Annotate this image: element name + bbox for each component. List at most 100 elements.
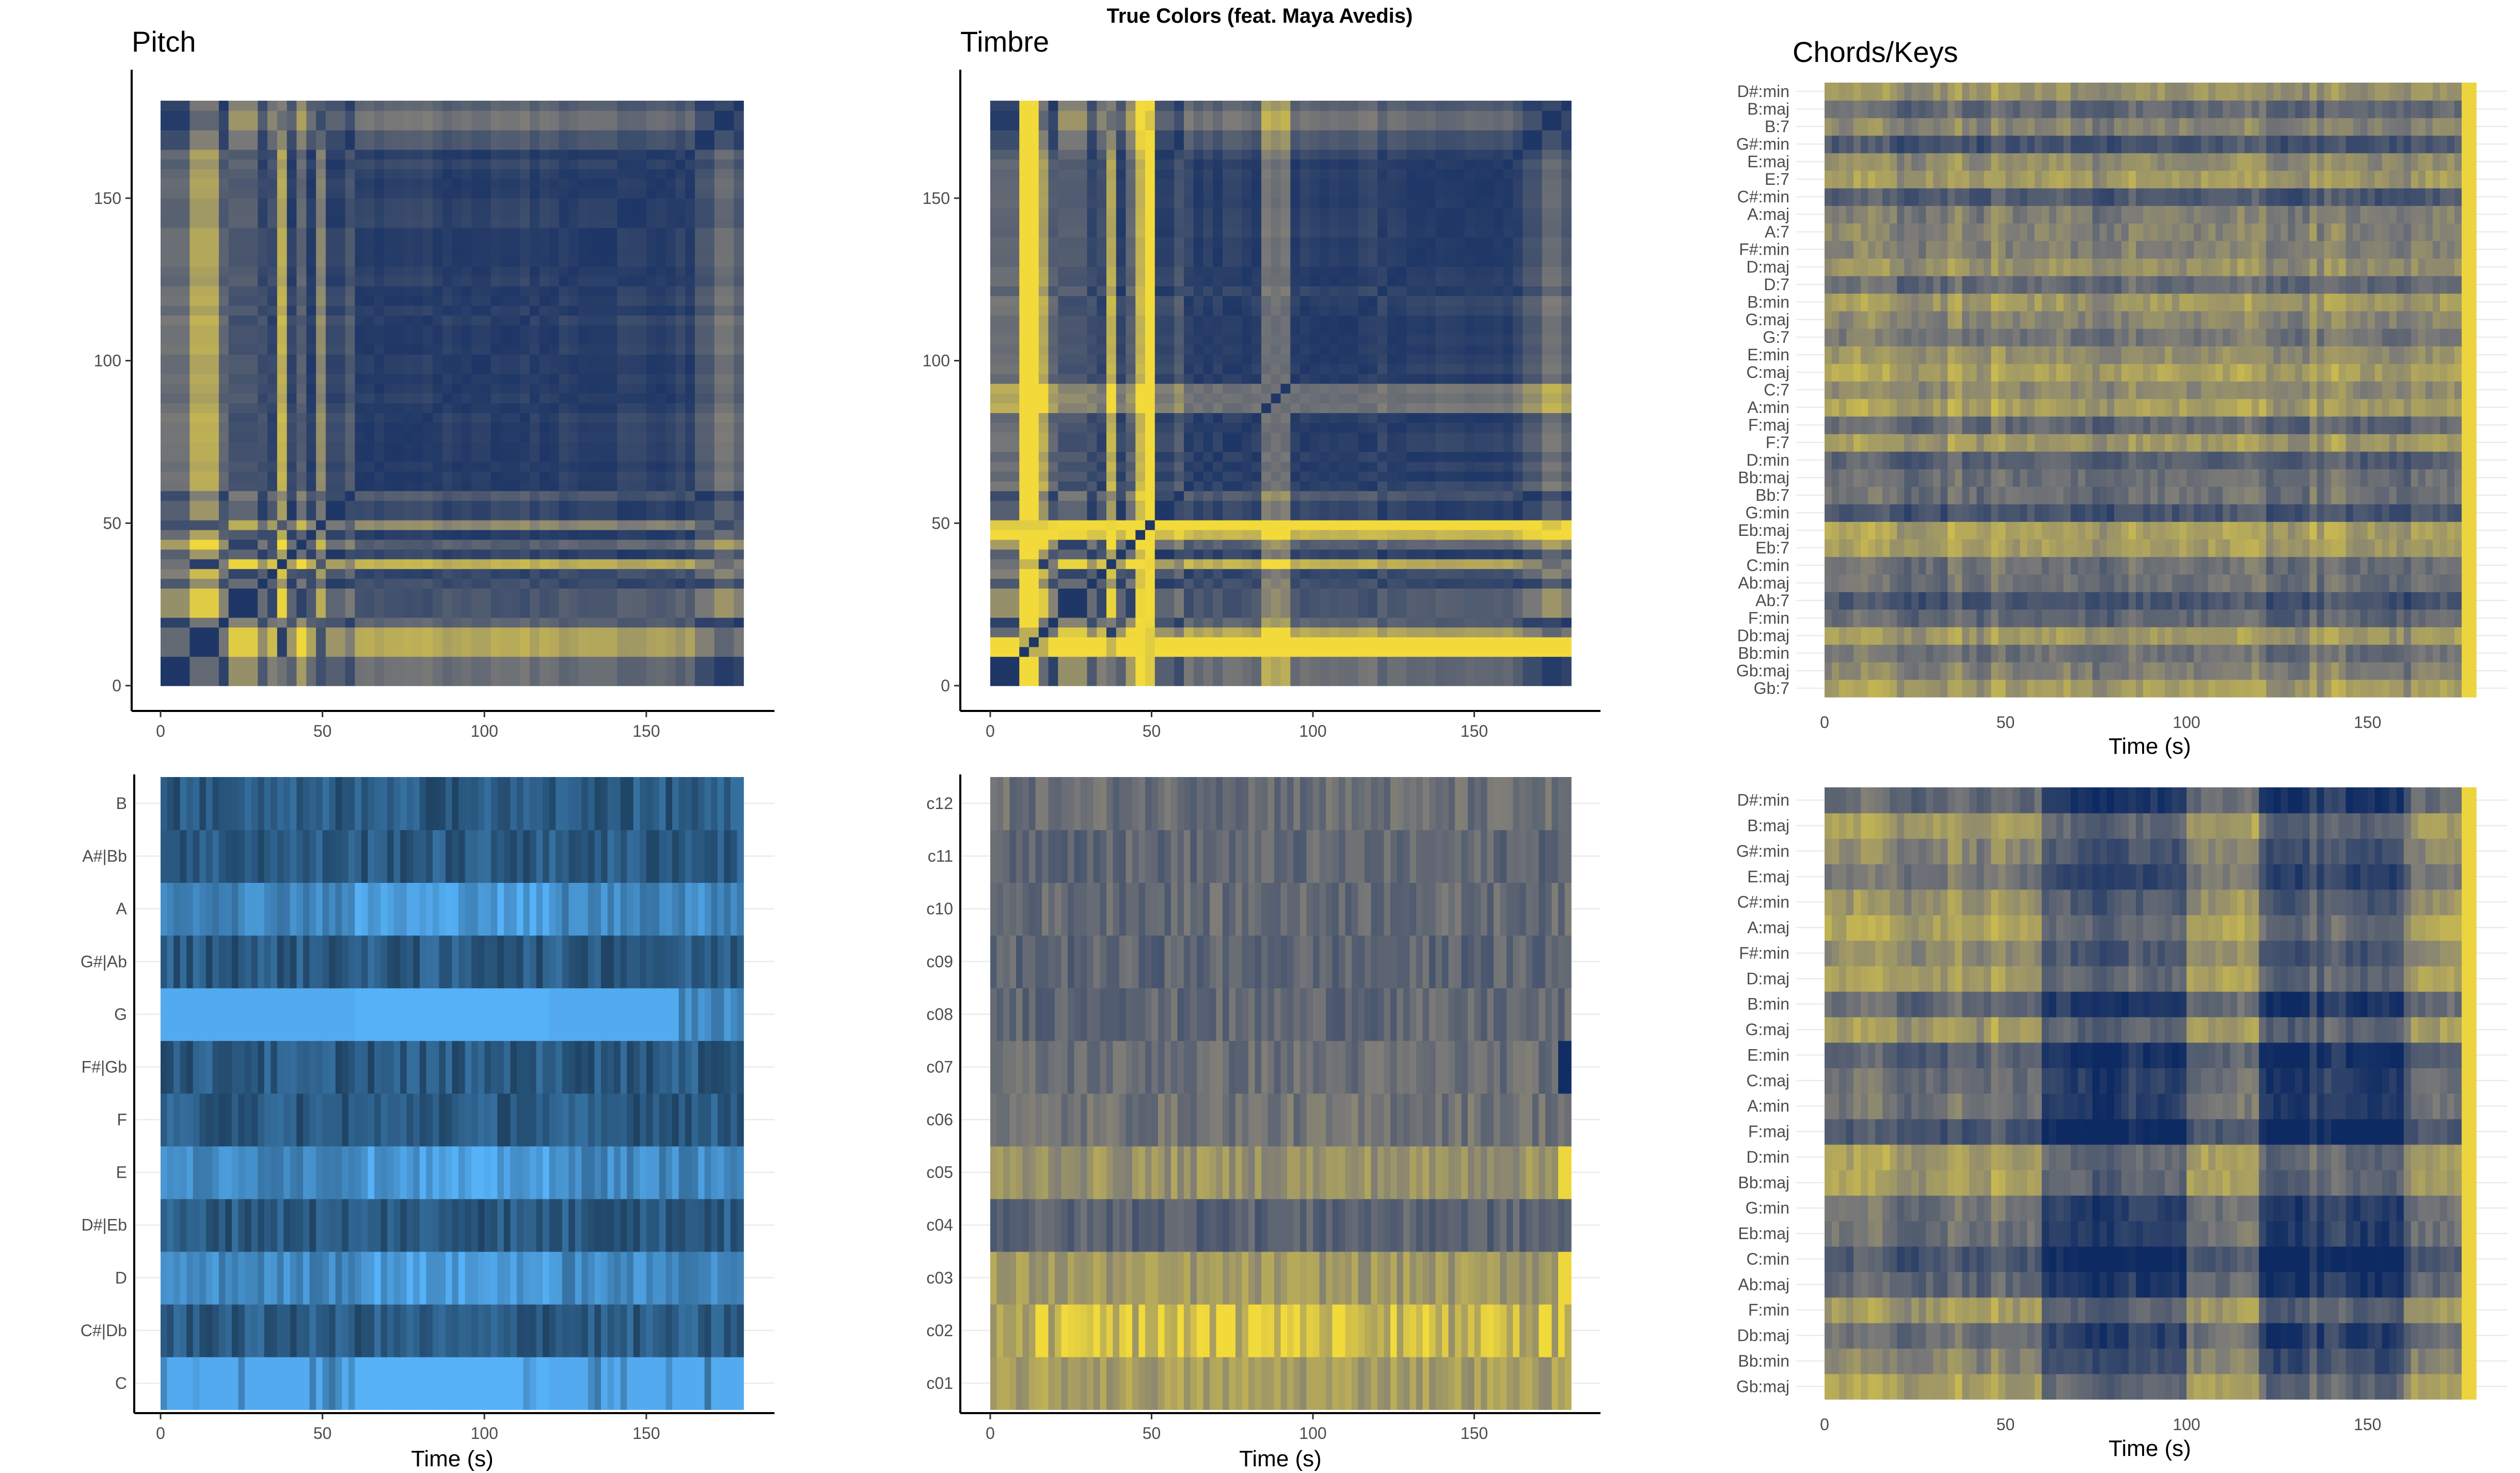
heatmap-cell [1145, 676, 1155, 686]
heatmap-cell [1116, 520, 1127, 530]
heatmap-cell [646, 617, 657, 628]
heatmap-cell [588, 247, 598, 257]
heatmap-cell [1164, 413, 1175, 423]
heatmap-cell [345, 315, 356, 326]
heatmap-cell [1116, 208, 1127, 218]
heatmap-cell [1154, 549, 1165, 560]
heatmap-cell [481, 481, 492, 492]
heatmap-cell [510, 510, 520, 520]
heatmap-cell [675, 617, 686, 628]
heatmap-cell [248, 149, 258, 160]
heatmap-cell [559, 529, 569, 540]
heatmap-cell [559, 159, 569, 169]
heatmap-cell [316, 676, 326, 686]
heatmap-cell [665, 461, 676, 472]
heatmap-cell [646, 490, 657, 501]
heatmap-cell [520, 617, 530, 628]
heatmap-cell [685, 617, 695, 628]
heatmap-cell [238, 101, 249, 111]
heatmap-cell [1029, 529, 1039, 540]
heatmap-cell [714, 305, 725, 316]
heatmap-cell [1203, 461, 1214, 472]
heatmap-cell [287, 539, 297, 550]
heatmap-cell [1184, 295, 1194, 306]
heatmap-cell [209, 101, 219, 111]
heatmap-cell [990, 510, 1001, 520]
heatmap-cell [364, 646, 375, 657]
heatmap-cell [1048, 461, 1059, 472]
heatmap-cell [627, 286, 637, 296]
heatmap-cell [510, 598, 520, 608]
heatmap-cell [189, 637, 200, 647]
heatmap-cell [549, 520, 560, 530]
heatmap-cell [471, 529, 482, 540]
heatmap-cell [218, 520, 229, 530]
heatmap-cell [374, 169, 385, 179]
heatmap-cell [665, 188, 676, 199]
heatmap-cell [452, 315, 463, 326]
heatmap-cell [374, 305, 385, 316]
heatmap-cell [1019, 266, 1029, 277]
heatmap-cell [296, 276, 307, 287]
heatmap-cell [238, 471, 249, 482]
heatmap-cell [1000, 149, 1010, 160]
heatmap-cell [306, 363, 316, 374]
heatmap-cell [704, 335, 715, 345]
heatmap-cell [393, 179, 404, 189]
heatmap-cell [734, 208, 744, 218]
heatmap-cell [316, 198, 326, 209]
heatmap-cell [423, 217, 433, 228]
heatmap-cell [1116, 413, 1127, 423]
heatmap-cell [617, 441, 627, 452]
heatmap-cell [646, 139, 657, 150]
heatmap-cell [267, 656, 278, 667]
heatmap-cell [1068, 295, 1078, 306]
heatmap-cell [228, 247, 239, 257]
heatmap-cell [481, 510, 492, 520]
heatmap-cell [258, 520, 268, 530]
heatmap-cell [442, 373, 453, 384]
heatmap-cell [1048, 568, 1059, 579]
heatmap-cell [1019, 451, 1029, 462]
heatmap-cell [287, 676, 297, 686]
heatmap-cell [442, 383, 453, 394]
heatmap-cell [530, 383, 540, 394]
heatmap-cell [267, 559, 278, 569]
heatmap-cell [675, 373, 686, 384]
heatmap-cell [490, 559, 501, 569]
heatmap-cell [1184, 139, 1194, 150]
heatmap-cell [549, 646, 560, 657]
heatmap-cell [209, 276, 219, 287]
heatmap-cell [627, 529, 637, 540]
heatmap-cell [1009, 344, 1020, 355]
heatmap-cell [209, 656, 219, 667]
heatmap-cell [1068, 335, 1078, 345]
heatmap-cell [1048, 247, 1059, 257]
heatmap-cell [374, 549, 385, 560]
heatmap-cell [267, 441, 278, 452]
heatmap-cell [1184, 169, 1194, 179]
heatmap-cell [442, 500, 453, 511]
heatmap-cell [549, 607, 560, 618]
heatmap-cell [335, 266, 346, 277]
heatmap-cell [1097, 266, 1107, 277]
heatmap-cell [267, 198, 278, 209]
heatmap-cell [656, 441, 667, 452]
heatmap-cell [258, 588, 268, 598]
heatmap-cell [685, 295, 695, 306]
heatmap-cell [530, 461, 540, 472]
heatmap-cell [277, 646, 288, 657]
heatmap-cell [1184, 335, 1194, 345]
heatmap-cell [287, 481, 297, 492]
heatmap-cell [228, 422, 239, 433]
heatmap-cell [374, 266, 385, 277]
heatmap-cell [403, 247, 414, 257]
heatmap-cell [325, 676, 336, 686]
heatmap-cell [432, 179, 443, 189]
heatmap-cell [490, 325, 501, 335]
heatmap-cell [1087, 305, 1098, 316]
heatmap-cell [403, 159, 414, 169]
heatmap-cell [471, 198, 482, 209]
heatmap-cell [442, 354, 453, 365]
heatmap-cell [597, 510, 608, 520]
